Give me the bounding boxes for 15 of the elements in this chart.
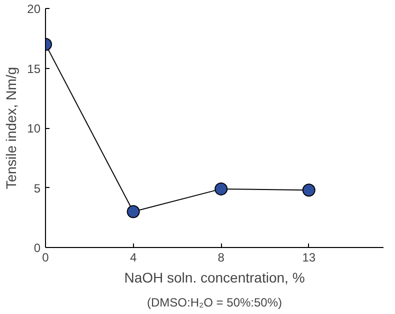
x-axis-title: NaOH soln. concentration, % <box>124 270 305 286</box>
y-axis-title: Tensile index, Nm/g <box>3 66 20 190</box>
point <box>126 205 140 218</box>
point <box>214 182 228 196</box>
x-tick-label: 4 <box>130 250 137 264</box>
point <box>302 184 316 197</box>
x-tick-label: 8 <box>218 250 225 264</box>
y-tick-label: 10 <box>27 122 41 136</box>
y-tick-label: 15 <box>27 62 41 76</box>
y-tick-label: 20 <box>27 2 41 16</box>
y-tick-label: 0 <box>34 241 41 255</box>
y-tick-label: 5 <box>34 181 41 196</box>
text: (DMSO:H₂O = 50%:50%) <box>146 296 282 310</box>
x-tick-label: 13 <box>302 250 316 264</box>
x-tick-label: 0 <box>42 250 50 264</box>
